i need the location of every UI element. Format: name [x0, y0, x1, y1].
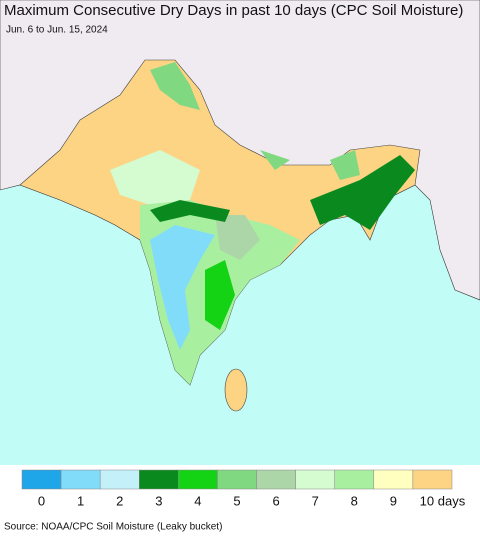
legend-swatch — [334, 469, 375, 490]
legend-swatch — [60, 469, 101, 490]
legend-swatch — [178, 469, 218, 490]
legend-swatch — [217, 469, 257, 490]
title: Maximum Consecutive Dry Days in past 10 … — [4, 2, 463, 19]
map — [0, 0, 480, 465]
subtitle: Jun. 6 to Jun. 15, 2024 — [6, 25, 108, 36]
legend-label: 10 days — [420, 493, 466, 508]
legend-swatch — [295, 469, 335, 490]
region — [150, 200, 230, 222]
legend-label: 5 — [233, 493, 240, 508]
legend-label: 6 — [272, 493, 279, 508]
region — [310, 155, 415, 230]
region — [150, 225, 215, 350]
legend-label: 2 — [116, 493, 123, 508]
legend-swatch — [21, 469, 62, 490]
source: Source: NOAA/CPC Soil Moisture (Leaky bu… — [4, 522, 222, 533]
legend-swatch — [373, 469, 414, 490]
legend-label: 7 — [312, 493, 319, 508]
sri-lanka — [224, 368, 248, 412]
region — [205, 260, 235, 330]
region — [150, 62, 200, 110]
legend-swatch — [412, 469, 453, 490]
legend: 0 1 2 3 4 5 6 7 8 9 10 days — [21, 469, 466, 508]
region — [215, 215, 260, 260]
legend-label: 4 — [194, 493, 201, 508]
legend-swatch — [256, 469, 296, 490]
legend-label: 3 — [155, 493, 162, 508]
legend-label: 1 — [77, 493, 84, 508]
legend-label: 9 — [390, 493, 397, 508]
region — [260, 150, 360, 180]
region — [110, 150, 200, 205]
legend-label: 0 — [38, 493, 45, 508]
legend-label: 8 — [351, 493, 358, 508]
legend-swatch — [139, 469, 179, 490]
legend-swatch — [99, 469, 140, 490]
